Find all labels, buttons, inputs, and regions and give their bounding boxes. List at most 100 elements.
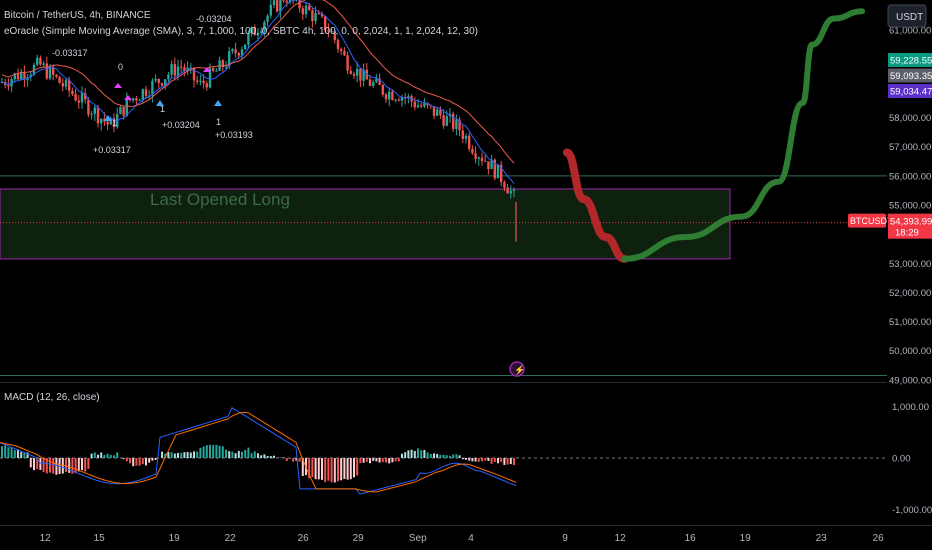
candle-body xyxy=(138,99,141,101)
price-label-bg-1 xyxy=(888,68,932,83)
macd-bar xyxy=(234,453,237,458)
macd-bar xyxy=(253,451,256,458)
macd-bar xyxy=(145,458,147,466)
candle-body xyxy=(192,67,196,81)
candle-body xyxy=(436,109,439,116)
zone-label: Last Opened Long xyxy=(150,190,290,209)
candle-body xyxy=(349,70,352,74)
price-tick-9: 51,000.00 xyxy=(889,317,931,328)
candle-body xyxy=(372,82,375,86)
candle-body xyxy=(199,80,202,82)
candle-body xyxy=(29,74,32,78)
macd-bar xyxy=(474,458,477,462)
candle-body xyxy=(480,157,484,161)
candle-body xyxy=(477,157,480,159)
macd-bar xyxy=(273,455,275,458)
candle-body xyxy=(263,21,266,32)
candle-body xyxy=(442,115,445,126)
candle-body xyxy=(304,5,308,15)
macd-bar xyxy=(321,458,323,480)
macd-bar xyxy=(65,458,67,472)
macd-bar xyxy=(500,458,503,463)
macd-bar xyxy=(170,452,173,458)
candle-body xyxy=(231,49,234,52)
macd-histogram xyxy=(1,444,515,483)
symbol-title[interactable]: Bitcoin / TetherUS, 4h, BINANCE xyxy=(4,10,151,21)
candle-body xyxy=(247,33,250,45)
candle-body xyxy=(173,64,176,76)
candle-body xyxy=(474,153,477,159)
countdown-label: 18:29 xyxy=(895,228,919,239)
macd-bar xyxy=(71,458,74,474)
candle-body xyxy=(503,182,506,188)
candle-body xyxy=(84,92,87,100)
macd-bar xyxy=(186,452,189,458)
candle-body xyxy=(279,0,282,12)
macd-bar xyxy=(81,458,83,471)
candle-body xyxy=(384,94,388,100)
macd-bar xyxy=(394,458,397,462)
price-tick-3: 57,000.00 xyxy=(889,142,931,153)
candle-body xyxy=(154,78,157,81)
candle-body xyxy=(452,113,455,130)
macd-bar xyxy=(471,458,474,462)
x-tick-8: 9 xyxy=(562,533,568,544)
candle-body xyxy=(343,50,346,56)
candle-body xyxy=(432,106,436,116)
candle-body xyxy=(260,31,263,34)
candle-body xyxy=(205,83,208,88)
macd-bar xyxy=(513,458,515,466)
macd-title[interactable]: MACD (12, 26, close) xyxy=(4,392,100,403)
macd-bar xyxy=(375,458,378,462)
macd-bar xyxy=(298,458,301,462)
macd-bar xyxy=(417,448,419,458)
candle-body xyxy=(71,90,74,95)
macd-bar xyxy=(209,444,211,458)
candle-body xyxy=(167,74,170,80)
signal-label-0: -0.03317 xyxy=(52,48,88,58)
candle-body xyxy=(196,80,199,82)
macd-bar xyxy=(138,458,141,466)
macd-bar xyxy=(289,458,291,459)
symbol-tag-bg xyxy=(848,213,886,228)
macd-bar xyxy=(180,452,183,458)
macd-bar xyxy=(193,451,195,458)
candle-body xyxy=(269,4,272,16)
candle-body xyxy=(285,0,288,3)
signal-label-2: -0.03204 xyxy=(196,14,232,24)
candle-body xyxy=(388,91,391,100)
macd-bar xyxy=(113,455,115,458)
candle-body xyxy=(378,78,381,86)
candle-body xyxy=(119,106,122,115)
candle-body xyxy=(458,119,461,131)
macd-bar xyxy=(132,458,135,467)
macd-bar xyxy=(260,455,263,458)
macd-bar xyxy=(103,454,106,458)
candle-body xyxy=(112,118,116,128)
signal-arrow-0 xyxy=(114,83,122,88)
indicator-title[interactable]: eOracle (Simple Moving Average (SMA), 3,… xyxy=(4,26,478,37)
candle-body xyxy=(90,113,93,115)
macd-bar xyxy=(391,458,394,463)
candle-body xyxy=(496,164,500,179)
macd-bar xyxy=(164,453,167,458)
price-tick-7: 53,000.00 xyxy=(889,259,931,270)
candle-body xyxy=(180,66,183,68)
signal-label-3: +0.03204 xyxy=(162,120,200,130)
candle-body xyxy=(330,31,333,33)
macd-bar xyxy=(177,452,179,458)
candle-body xyxy=(157,78,160,83)
candle-body xyxy=(375,78,378,83)
candle-body xyxy=(327,30,330,32)
signal-label-8: 1 xyxy=(216,117,221,127)
macd-bar xyxy=(141,458,144,465)
macd-bar xyxy=(129,458,131,464)
candle-body xyxy=(487,161,490,170)
candle-body xyxy=(39,57,42,65)
macd-bar xyxy=(327,458,330,481)
macd-bar xyxy=(401,453,403,458)
macd-bar xyxy=(84,458,87,472)
macd-bar xyxy=(445,455,448,458)
candle-body xyxy=(160,82,164,86)
